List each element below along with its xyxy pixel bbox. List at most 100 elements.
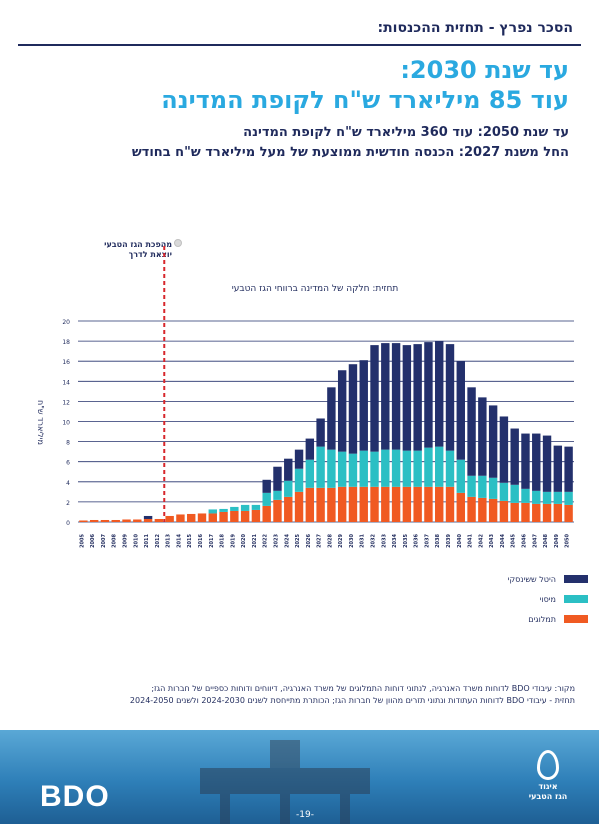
bar-segment-sheshinski — [370, 345, 379, 452]
bar-segment-royalties — [273, 499, 282, 522]
bar-segment-sheshinski — [424, 342, 433, 448]
bar-segment-royalties — [89, 519, 99, 522]
bar-segment-sheshinski — [478, 397, 487, 476]
x-tick-label: 2016 — [198, 533, 204, 547]
y-tick-label: 16 — [62, 359, 70, 366]
offshore-rig-image — [160, 740, 420, 824]
bar-segment-royalties — [262, 505, 271, 522]
bar-segment-taxes — [391, 449, 401, 487]
bar-segment-taxes — [240, 504, 250, 511]
x-tick-label: 2044 — [500, 533, 506, 547]
x-tick-label: 2032 — [371, 533, 377, 547]
x-tick-label: 2008 — [112, 533, 118, 547]
header-rule — [18, 44, 581, 46]
bar-segment-sheshinski — [499, 416, 509, 483]
x-tick-label: 2035 — [403, 533, 409, 547]
bar-segment-taxes — [219, 508, 228, 512]
bar-segment-sheshinski — [542, 435, 552, 492]
bar-segment-royalties — [467, 496, 476, 522]
bar-segment-royalties — [348, 486, 358, 522]
x-tick-label: 2010 — [133, 533, 139, 547]
bar-segment-royalties — [230, 510, 239, 522]
bar-segment-royalties — [359, 486, 368, 522]
x-tick-label: 2012 — [155, 533, 161, 547]
x-tick-label: 2019 — [230, 533, 236, 547]
bar-segment-royalties — [219, 511, 228, 522]
bar-segment-taxes — [337, 451, 347, 487]
subheadline-1: עד שנת 2050: עוד 360 מיליארד ש"ח לקופת ה… — [243, 125, 569, 140]
bar-segment-royalties — [435, 486, 444, 522]
bar-segment-sheshinski — [273, 466, 282, 491]
x-tick-label: 2028 — [327, 533, 333, 547]
y-tick-label: 18 — [62, 339, 70, 346]
bar-segment-sheshinski — [327, 387, 336, 450]
y-tick-label: 6 — [66, 460, 70, 467]
bar-segment-taxes — [435, 446, 444, 487]
bar-segment-taxes — [359, 450, 368, 487]
bar-segment-royalties — [413, 486, 422, 522]
y-tick-label: 0 — [66, 520, 70, 527]
y-tick-label: 4 — [66, 480, 70, 487]
event-annotation-line-1: מהפכת הגז הטבעי — [104, 240, 172, 249]
bar-segment-sheshinski — [564, 446, 573, 492]
header-band: הסכר נפרץ - תחזית ההכנסות: — [18, 20, 581, 46]
bar-segment-taxes — [251, 504, 261, 510]
x-tick-label: 2026 — [306, 533, 312, 547]
y-tick-label: 12 — [62, 399, 70, 406]
bar-segment-royalties — [305, 487, 315, 522]
bar-segment-taxes — [510, 484, 519, 503]
x-tick-label: 2030 — [349, 533, 355, 547]
x-tick-label: 2046 — [521, 533, 527, 547]
bar-segment-taxes — [273, 490, 282, 500]
bar-segment-royalties — [79, 520, 88, 522]
bar-segment-royalties — [553, 503, 563, 522]
x-tick-label: 2014 — [176, 533, 182, 547]
x-tick-label: 2031 — [360, 533, 366, 547]
x-tick-label: 2049 — [554, 533, 560, 547]
bar-segment-taxes — [532, 490, 541, 504]
x-tick-label: 2011 — [144, 533, 150, 547]
bar-segment-taxes — [542, 491, 552, 504]
x-tick-label: 2013 — [166, 533, 172, 547]
bar-segment-taxes — [553, 491, 563, 504]
bar-segment-taxes — [370, 451, 379, 487]
x-tick-label: 2018 — [220, 533, 226, 547]
bdo-logo: BDO — [40, 780, 110, 813]
bar-segment-taxes — [327, 449, 336, 488]
bar-segment-taxes — [499, 482, 509, 501]
event-marker-dot — [174, 239, 182, 247]
bar-segment-taxes — [381, 449, 390, 487]
bar-segment-sheshinski — [521, 433, 530, 489]
event-annotation: מהפכת הגז הטבעי יוצאת לדרך — [82, 240, 172, 260]
legend-label-taxes: מיסוי — [539, 594, 556, 604]
x-tick-label: 2023 — [273, 533, 279, 547]
bar-segment-royalties — [133, 519, 142, 522]
bar-segment-royalties — [316, 487, 325, 522]
bar-segment-taxes — [284, 480, 293, 497]
bar-segment-royalties — [402, 486, 412, 522]
x-tick-label: 2037 — [424, 533, 430, 547]
subheadline-2: החל משנת 2027: הכנסה חודשית ממוצעת של מע… — [131, 145, 569, 160]
chart-legend: היטל ששינסקי מיסוי תמלוגים — [478, 572, 588, 632]
bar-segment-sheshinski — [305, 438, 315, 460]
bar-segment-royalties — [370, 486, 379, 522]
x-tick-label: 2024 — [284, 533, 290, 547]
bar-segment-sheshinski — [467, 387, 476, 476]
flame-icon — [537, 750, 559, 780]
bar-segment-sheshinski — [553, 445, 563, 492]
x-tick-label: 2007 — [101, 533, 107, 547]
bar-segment-sheshinski — [402, 345, 412, 451]
x-tick-label: 2015 — [187, 533, 193, 547]
x-tick-label: 2041 — [468, 533, 474, 547]
bar-segment-sheshinski — [359, 360, 368, 451]
bar-segment-taxes — [521, 488, 530, 503]
bar-segment-sheshinski — [348, 364, 358, 454]
bar-segment-taxes — [488, 477, 498, 499]
bar-segment-taxes — [348, 453, 358, 487]
bar-segment-royalties — [284, 496, 293, 522]
x-tick-label: 2017 — [209, 533, 215, 547]
y-axis-label: מיליארד ש"ח — [36, 400, 45, 445]
source-line-2: תחזית - עיבודי BDO לדוחות העתודות ונתוני… — [129, 696, 575, 705]
bar-segment-royalties — [197, 513, 207, 522]
stacked-bar-chart: 0 2 4 6 8 10 12 14 16 18 20 2005 2006 2007 2008 2009 201… — [62, 246, 574, 548]
